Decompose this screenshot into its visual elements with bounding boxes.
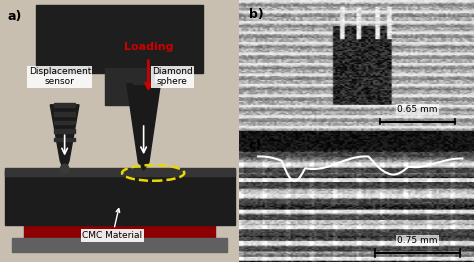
Circle shape — [60, 164, 69, 174]
Text: Diamond
sphere: Diamond sphere — [152, 67, 193, 86]
Text: 0.75 mm: 0.75 mm — [397, 236, 438, 245]
Bar — [54, 129, 75, 133]
Polygon shape — [50, 105, 79, 172]
Text: Displacement
sensor: Displacement sensor — [28, 67, 91, 86]
Bar — [54, 112, 75, 116]
Bar — [105, 68, 134, 105]
Bar — [54, 103, 75, 107]
Text: CMC Material: CMC Material — [82, 209, 143, 240]
Text: b): b) — [249, 8, 264, 21]
Polygon shape — [127, 84, 160, 170]
Text: 0.65 mm: 0.65 mm — [397, 105, 438, 114]
Bar — [24, 223, 215, 241]
Bar — [5, 168, 235, 176]
Text: Loading: Loading — [124, 42, 173, 52]
Bar — [133, 68, 155, 84]
Text: a): a) — [7, 10, 21, 24]
Bar — [12, 238, 228, 252]
Bar — [54, 121, 75, 124]
Text: c): c) — [249, 139, 262, 152]
Bar — [54, 138, 75, 141]
Bar — [36, 5, 203, 73]
Bar — [5, 170, 235, 225]
